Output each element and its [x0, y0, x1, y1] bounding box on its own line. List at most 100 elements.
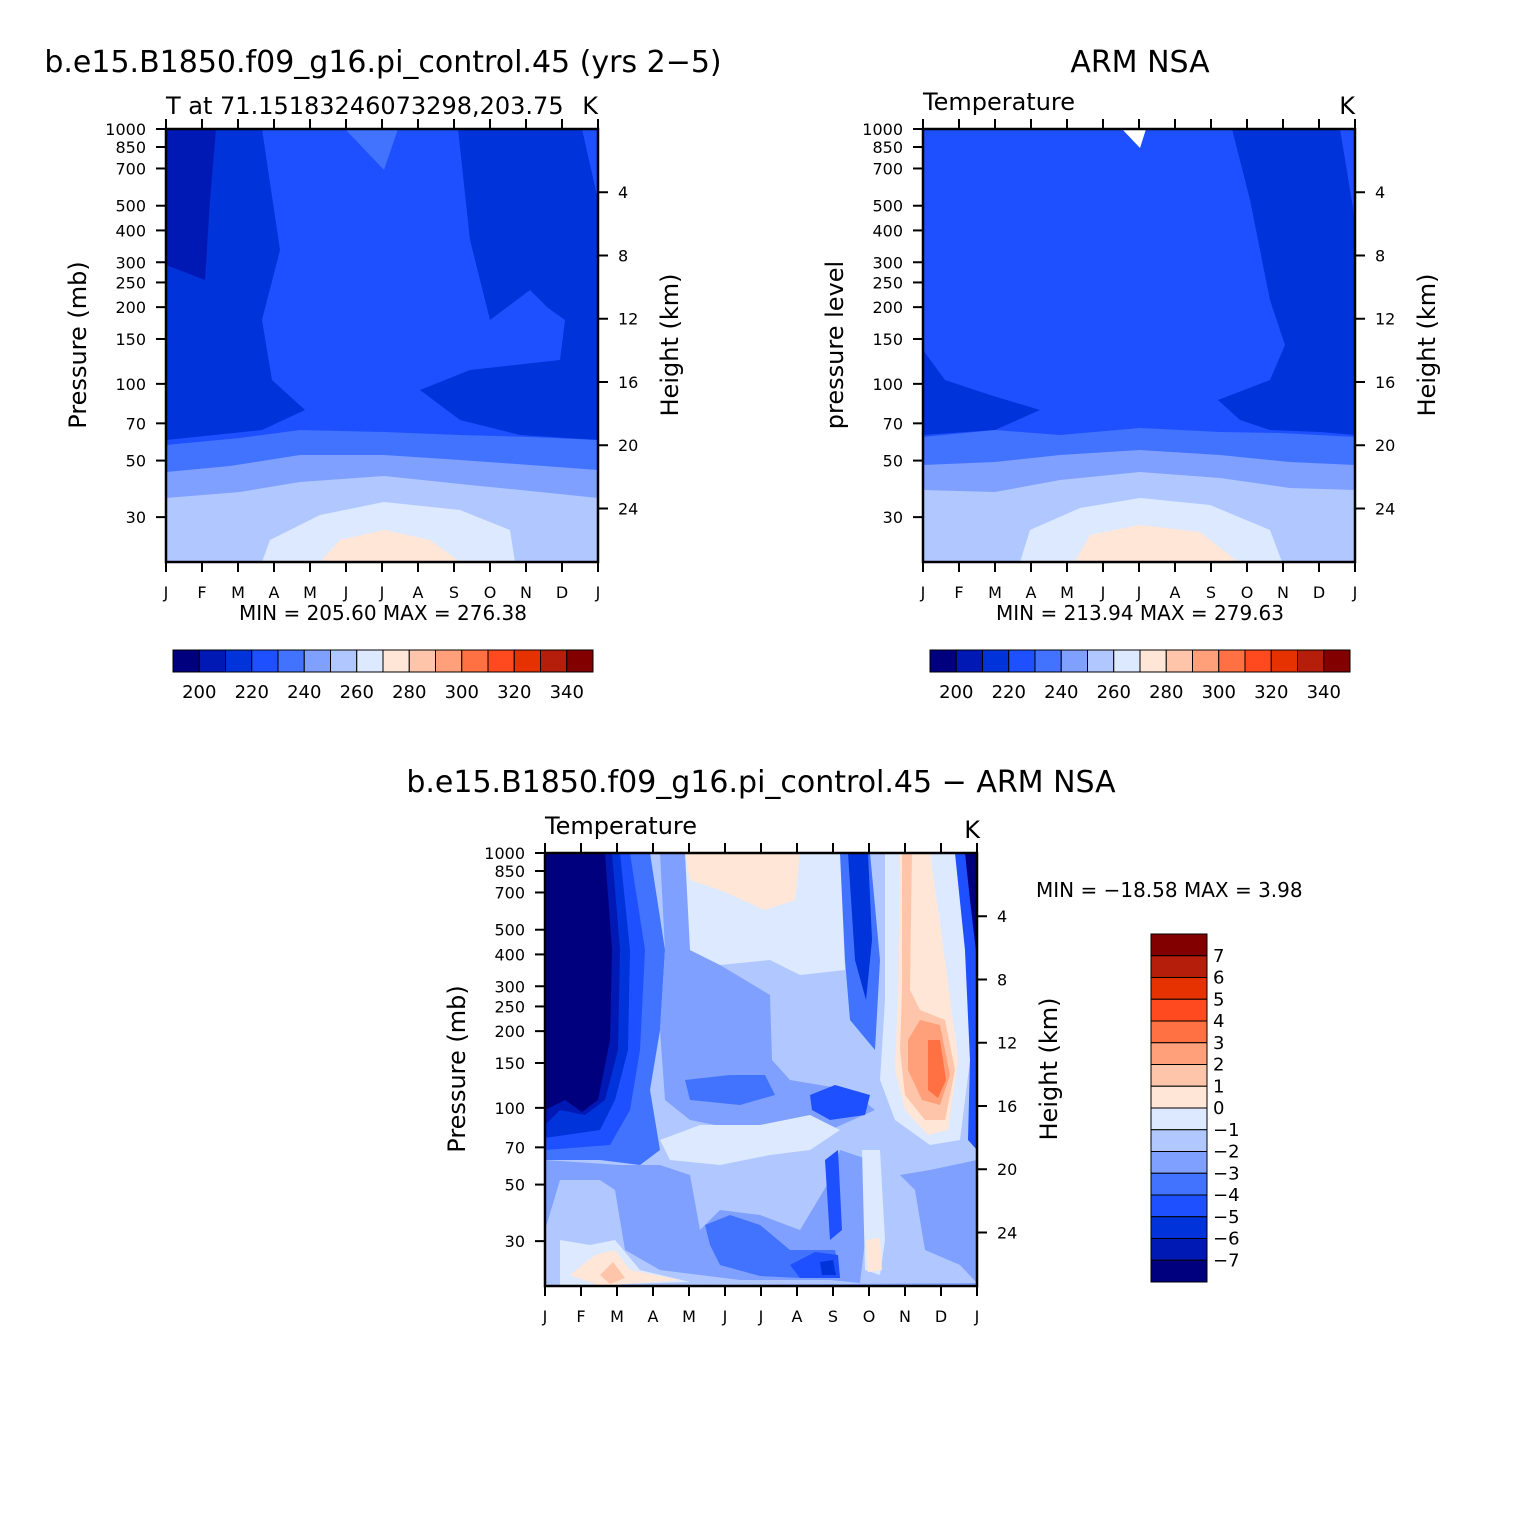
y-tick-label: 500 — [115, 197, 146, 216]
x-tick-label: A — [413, 583, 424, 602]
colorbar-label: 340 — [550, 682, 584, 703]
x-tick-label: S — [1206, 583, 1216, 602]
x-tick-label: F — [576, 1307, 585, 1326]
y-tick-label: 400 — [115, 221, 146, 240]
y-tick-label: 100 — [872, 375, 903, 394]
x-tick-label: S — [828, 1307, 838, 1326]
colorbar-label: 4 — [1213, 1011, 1224, 1032]
x-tick-label: A — [1026, 583, 1037, 602]
x-tick-label: N — [1277, 583, 1289, 602]
y-tick-label: 250 — [872, 273, 903, 292]
y-tick-label: 50 — [883, 452, 903, 471]
y-tick-label: 250 — [494, 997, 525, 1016]
colorbar-label: 1 — [1213, 1076, 1224, 1097]
y-right-tick-label: 8 — [618, 246, 628, 265]
colorbar-label: 3 — [1213, 1033, 1224, 1054]
colorbar-label: 7 — [1213, 946, 1224, 967]
y-right-tick-label: 12 — [1375, 310, 1395, 329]
colorbar-swatch — [1150, 1238, 1208, 1261]
x-tick-label: O — [863, 1307, 876, 1326]
x-tick-label: D — [1313, 583, 1325, 602]
x-tick-label: J — [722, 1307, 728, 1326]
y-right-tick-label: 4 — [618, 183, 628, 202]
y-tick-label: 150 — [115, 330, 146, 349]
contour-band-sep-neg-4-low — [825, 1150, 842, 1240]
colorbar-swatch — [172, 649, 200, 673]
colorbar-label: −4 — [1213, 1185, 1240, 1206]
colorbar-swatch — [982, 649, 1010, 673]
x-tick-label: A — [1170, 583, 1181, 602]
panel-obs-ylabel: pressure level — [821, 261, 849, 429]
colorbar-swatch — [435, 649, 463, 673]
x-tick-label: J — [595, 583, 601, 602]
panel-model-right-string: K — [582, 92, 599, 120]
colorbar-label: 280 — [1149, 682, 1183, 703]
x-tick-label: D — [935, 1307, 947, 1326]
panel-diff: b.e15.B1850.f09_g16.pi_control.45 − ARM … — [406, 765, 1302, 1326]
contour-band-right-cold — [420, 129, 598, 440]
y-tick-label: 300 — [115, 253, 146, 272]
y-right-tick-label: 24 — [1375, 499, 1395, 518]
x-tick-label: M — [231, 583, 245, 602]
panel-obs-minmax: MIN = 213.94 MAX = 279.63 — [996, 601, 1284, 625]
colorbar-swatch — [1150, 1259, 1208, 1283]
y-tick-label: 30 — [126, 508, 146, 527]
panel-obs-contours — [923, 129, 1355, 562]
y-tick-label: 850 — [494, 862, 525, 881]
y-right-tick-label: 16 — [618, 373, 638, 392]
x-tick-label: J — [379, 583, 385, 602]
x-tick-label: F — [197, 583, 206, 602]
contour-band-low-pos-0 — [570, 1250, 680, 1286]
colorbar-swatch — [1087, 649, 1115, 673]
panel-diff-minmax: MIN = −18.58 MAX = 3.98 — [1036, 878, 1303, 902]
panel-diff-right-string: K — [964, 816, 981, 844]
colorbar-label: 320 — [497, 682, 531, 703]
x-tick-label: N — [899, 1307, 911, 1326]
colorbar-label: −5 — [1213, 1207, 1240, 1228]
y-tick-label: 400 — [494, 945, 525, 964]
x-tick-label: M — [682, 1307, 696, 1326]
panel-model-colorbar: 200 220 240 260 280 300 320 340 — [172, 649, 594, 703]
colorbar-swatch — [487, 649, 515, 673]
colorbar-swatch — [1150, 1172, 1208, 1196]
panel-diff-title: b.e15.B1850.f09_g16.pi_control.45 − ARM … — [406, 765, 1116, 800]
x-tick-label: M — [988, 583, 1002, 602]
y-right-tick-label: 20 — [1375, 436, 1395, 455]
y-tick-label: 400 — [872, 221, 903, 240]
panel-model: b.e15.B1850.f09_g16.pi_control.45 (yrs 2… — [44, 45, 721, 703]
x-tick-label: O — [484, 583, 497, 602]
contour-band-pos-0-top — [685, 853, 800, 910]
y-right-tick-label: 20 — [997, 1160, 1017, 1179]
y-tick-label: 250 — [115, 273, 146, 292]
contour-band-top-white — [1122, 129, 1146, 148]
y-tick-label: 100 — [494, 1099, 525, 1118]
colorbar-swatch — [303, 649, 331, 673]
colorbar-label: 240 — [1044, 682, 1078, 703]
colorbar-label: 300 — [1202, 682, 1236, 703]
contour-band-neg-3-mid — [660, 853, 875, 1140]
colorbar-swatch — [955, 649, 983, 673]
colorbar-label: 5 — [1213, 989, 1224, 1010]
x-tick-label: S — [449, 583, 459, 602]
y-right-tick-label: 24 — [618, 499, 638, 518]
colorbar-swatch — [1218, 649, 1246, 673]
y-tick-label: 500 — [872, 197, 903, 216]
colorbar-swatch — [1150, 1194, 1208, 1218]
y-tick-label: 50 — [126, 452, 146, 471]
y-tick-label: 700 — [115, 159, 146, 178]
colorbar-swatch — [1297, 649, 1325, 673]
panel-model-ylabel-right: Height (km) — [656, 274, 684, 417]
colorbar-label: −7 — [1213, 1250, 1240, 1271]
x-tick-label: J — [163, 583, 169, 602]
contour-band-right-edge-neg-8 — [965, 853, 977, 960]
contour-band-nov-pos-3 — [928, 1040, 946, 1098]
y-right-tick-label: 20 — [618, 436, 638, 455]
panel-diff-left-string: Temperature — [544, 812, 697, 840]
y-tick-label: 300 — [494, 977, 525, 996]
panel-model-contours — [166, 129, 598, 562]
colorbar-swatch — [225, 649, 253, 673]
colorbar-swatch — [513, 649, 541, 673]
x-tick-label: J — [920, 583, 926, 602]
